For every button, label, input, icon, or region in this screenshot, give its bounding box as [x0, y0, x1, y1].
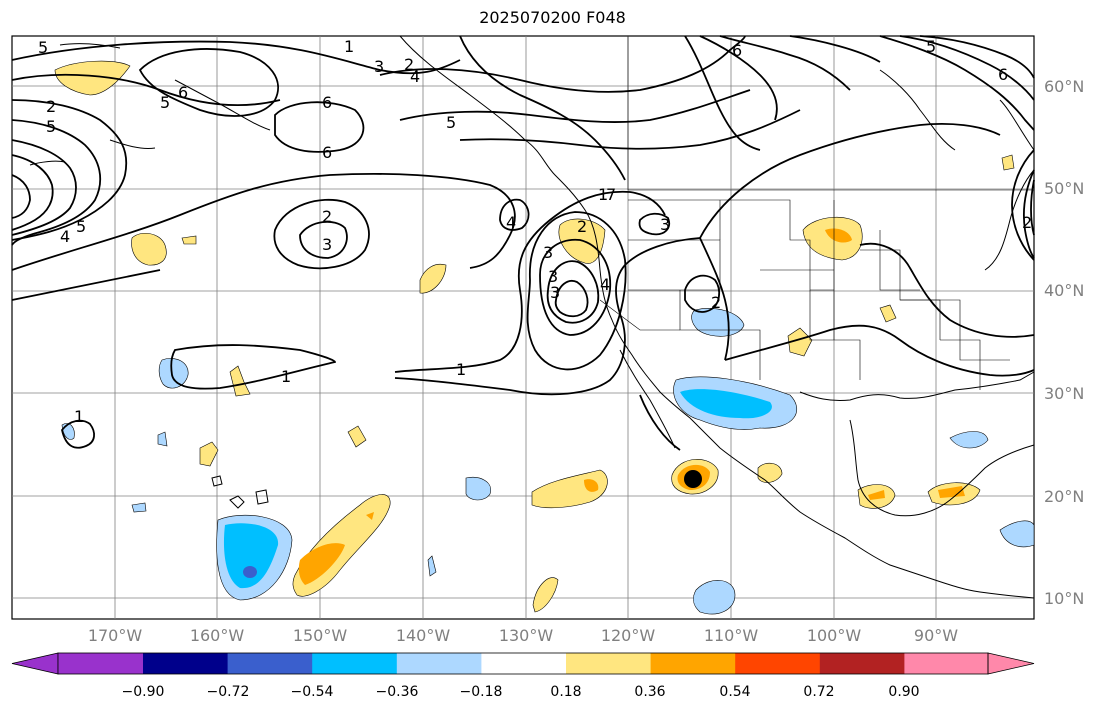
colorbar-extend-min [11, 652, 59, 675]
colorbar-segment [904, 653, 988, 674]
lat-label-60n: 60°N [1044, 77, 1085, 96]
colorbar-segment [58, 653, 143, 674]
contour-label: 4 [410, 67, 420, 86]
colorbar-tick-label: −0.54 [290, 684, 334, 700]
contour-label: 4 [60, 227, 70, 246]
colorbar-tick-label: −0.36 [375, 684, 419, 700]
contour-label: 6 [322, 93, 332, 112]
contour-label: 3 [322, 235, 332, 254]
map-title: 2025070200 F048 [479, 8, 626, 27]
colorbar-tick-label: 0.54 [719, 684, 751, 700]
colorbar-segment [143, 653, 229, 674]
contour-label: 2 [404, 55, 414, 74]
colorbar-tick-label: 0.36 [634, 684, 666, 700]
lon-label-160w: 160°W [189, 626, 245, 645]
contours [11, 35, 1035, 451]
contour-label: 5 [46, 117, 56, 136]
contour-label: 1 [456, 360, 466, 379]
colorbar-outline [57, 652, 989, 675]
contour-label: 6 [732, 41, 742, 60]
colorbar-segment [312, 653, 398, 674]
contour-label: 3 [543, 243, 553, 262]
coastlines [29, 35, 1035, 599]
contour-label: 1 [598, 185, 608, 204]
contour-label: 6 [178, 83, 188, 102]
lon-label-150w: 150°W [292, 626, 348, 645]
lon-label-90w: 90°W [913, 626, 959, 645]
contour-label: 2 [711, 293, 721, 312]
contour-label: 6 [322, 143, 332, 162]
colorbar-tick-label: −0.90 [121, 684, 165, 700]
contour-label: 3 [374, 57, 384, 76]
colorbar-segment [566, 653, 652, 674]
contour-label: 3 [660, 215, 670, 234]
contour-label: 1 [281, 367, 291, 386]
contour-label: 4 [600, 275, 610, 294]
lon-label-140w: 140°W [395, 626, 451, 645]
colorbar-tick-label: 0.18 [550, 684, 582, 700]
storm-center-marker [684, 470, 702, 488]
colorbar-segment [227, 653, 313, 674]
lat-label-30n: 30°N [1044, 384, 1085, 403]
contour-label: 5 [76, 217, 86, 236]
contour-label: 1 [344, 37, 354, 56]
lat-label-10n: 10°N [1044, 589, 1085, 608]
colorbar-tick-label: −0.72 [206, 684, 250, 700]
contour-label: 6 [998, 65, 1008, 84]
colorbar-tick-label: 0.72 [803, 684, 835, 700]
lon-label-100w: 100°W [806, 626, 862, 645]
contour-label: 5 [160, 93, 170, 112]
colorbar-tick-label: −0.18 [459, 684, 503, 700]
contour-label: 2 [1022, 213, 1032, 232]
map-frame [11, 35, 1035, 620]
contour-label: 2 [46, 97, 56, 116]
colorbar-segment [396, 653, 482, 674]
colorbar-segment [819, 653, 905, 674]
lon-label-130w: 130°W [498, 626, 554, 645]
lon-label-120w: 120°W [600, 626, 656, 645]
colorbar-segment [735, 653, 821, 674]
colorbar-extend-max [987, 652, 1035, 675]
lon-label-110w: 110°W [703, 626, 759, 645]
contour-label: 2 [322, 207, 332, 226]
lat-label-40n: 40°N [1044, 281, 1085, 300]
contour-label: 3 [550, 283, 560, 302]
contour-label: 5 [446, 113, 456, 132]
lat-label-50n: 50°N [1044, 179, 1085, 198]
lat-label-20n: 20°N [1044, 487, 1085, 506]
contour-label: 7 [606, 185, 616, 204]
contour-label: 3 [548, 267, 558, 286]
contour-label: 5 [38, 38, 48, 57]
lon-label-170w: 170°W [87, 626, 143, 645]
contour-labels: 5 1 3 2 4 6 5 2 5 6 6 2 3 4 5 2 3 4 3 2 … [38, 37, 1032, 426]
contour-label: 5 [926, 37, 936, 56]
anomaly-fills [54, 60, 1035, 615]
colorbar-tick-label: 0.90 [888, 684, 920, 700]
political-borders [599, 36, 1034, 390]
contour-label: 2 [577, 217, 587, 236]
contour-label: 4 [506, 213, 516, 232]
colorbar [11, 652, 1035, 675]
graticule [12, 36, 1034, 619]
contour-label: 1 [74, 407, 84, 426]
colorbar-segment [481, 653, 567, 674]
colorbar-segment [650, 653, 736, 674]
